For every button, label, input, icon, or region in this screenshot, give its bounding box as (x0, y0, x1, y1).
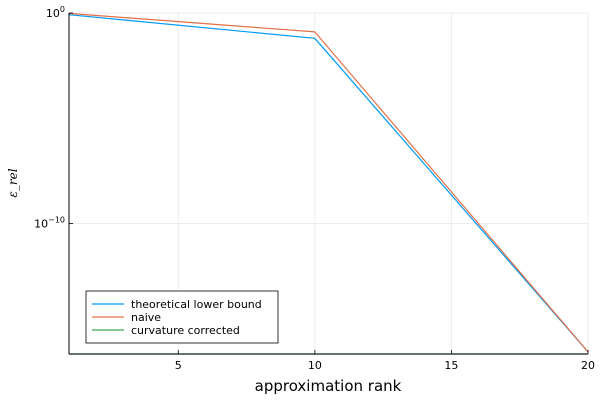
legend-label: naive (131, 311, 161, 324)
series-line-theoretical-lower-bound (68, 14, 589, 353)
legend-label: curvature corrected (131, 324, 240, 337)
x-tick-label: 15 (444, 359, 458, 372)
tick-labels: 5 10 15 20 100 10−10 (34, 5, 595, 372)
series-line-naive (68, 12, 589, 353)
y-tick-label: 10−10 (34, 215, 65, 230)
axes (68, 12, 589, 355)
x-tick-label: 20 (581, 359, 595, 372)
x-axis-title: approximation rank (255, 377, 402, 395)
y-tick-label: 100 (46, 5, 65, 20)
legend-label: theoretical lower bound (131, 298, 262, 311)
x-tick-label: 10 (308, 359, 322, 372)
x-tick-label: 5 (175, 359, 182, 372)
y-axis-title: ε_rel (6, 168, 20, 197)
